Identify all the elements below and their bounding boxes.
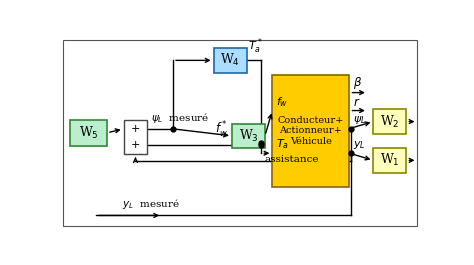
Text: $T_a$: $T_a$	[276, 137, 289, 151]
Text: W$_5$: W$_5$	[79, 125, 99, 141]
Text: $f_w^*$: $f_w^*$	[215, 120, 228, 140]
Text: $\psi_L$: $\psi_L$	[353, 114, 366, 126]
Text: $r$: $r$	[353, 95, 361, 109]
Text: W$_4$: W$_4$	[220, 52, 240, 68]
Bar	[124, 120, 147, 154]
Text: $y_L$: $y_L$	[353, 139, 366, 151]
Text: assistance: assistance	[265, 155, 319, 164]
Text: W$_1$: W$_1$	[380, 152, 400, 168]
Bar	[213, 48, 246, 73]
Text: W$_3$: W$_3$	[238, 128, 258, 144]
Text: Conducteur+
Actionneur+
Véhicule: Conducteur+ Actionneur+ Véhicule	[278, 116, 344, 146]
Bar	[70, 120, 107, 146]
Bar	[272, 75, 349, 187]
Text: $\psi_L$  mesuré: $\psi_L$ mesuré	[151, 111, 210, 125]
Text: +: +	[131, 124, 140, 134]
Text: $y_L$  mesuré: $y_L$ mesuré	[122, 197, 180, 211]
Bar	[232, 123, 265, 148]
Bar	[374, 148, 406, 173]
Text: $T_a^*$: $T_a^*$	[248, 37, 263, 56]
Text: W$_2$: W$_2$	[380, 113, 400, 130]
Text: $f_w$: $f_w$	[276, 95, 288, 109]
Bar	[374, 109, 406, 134]
Text: $\beta$: $\beta$	[353, 74, 362, 91]
Text: +: +	[131, 140, 140, 150]
